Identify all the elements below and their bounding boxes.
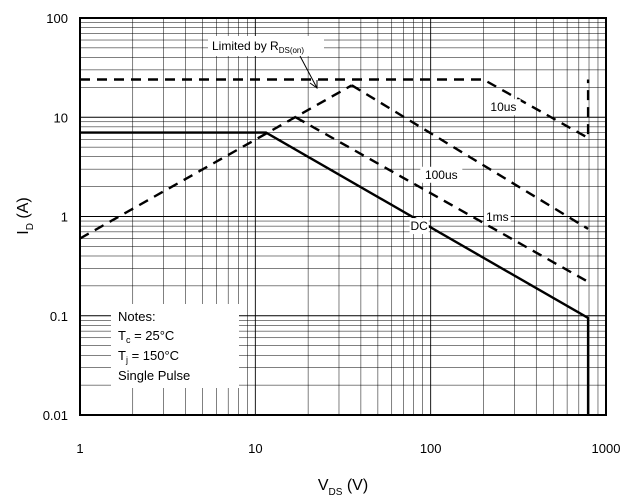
- x-axis-title-sub: DS: [328, 487, 342, 498]
- y-axis-title-main: I: [15, 230, 32, 234]
- grid-lines: [80, 18, 606, 415]
- curve-label-bg-1ms: [483, 209, 511, 226]
- curve-label-10us: 10us: [490, 100, 516, 114]
- y-tick-label: 10: [54, 110, 68, 125]
- limit-label-background: [208, 36, 324, 56]
- curve-label-bg-100us: [420, 166, 463, 183]
- limit-label-main: Limited by R: [212, 39, 279, 53]
- curve-label-100us: 100us: [425, 168, 458, 182]
- y-axis-title: ID (A): [15, 197, 36, 234]
- series-line-100us: [351, 84, 589, 230]
- x-tick-label: 1: [76, 441, 83, 456]
- tick-labels: 1 10 100 1000 0.01 0.1 1 10 100: [43, 11, 621, 456]
- x-tick-label: 10: [248, 441, 262, 456]
- plot-area-frame: [79, 17, 607, 416]
- x-axis-title-unit: (V): [342, 477, 368, 494]
- series-line-10us: [80, 78, 590, 140]
- series-line-limited-by-rds-on: [79, 84, 353, 240]
- notes-box: Notes: Tc = 25°C Tj = 150°C Single Pulse: [111, 304, 239, 388]
- x-axis-title: VDS (V): [318, 477, 368, 498]
- x-axis-title-main: V: [318, 477, 329, 494]
- curve-label-bg-10us: [486, 99, 521, 116]
- y-tick-label: 1: [61, 210, 68, 225]
- limit-label-sub: DS(on): [279, 46, 305, 55]
- limit-label-arrow: [299, 55, 318, 89]
- y-axis-title-unit: (A): [15, 197, 32, 223]
- x-tick-label: 1000: [592, 441, 621, 456]
- notes-line-tj-rest: = 150°C: [128, 348, 179, 363]
- series-line-1ms: [295, 116, 589, 283]
- notes-title: Notes:: [118, 309, 156, 324]
- curve-label-dc: DC: [411, 219, 429, 233]
- y-tick-label: 0.1: [50, 309, 68, 324]
- curve-labels: 10us 100us 1ms DC: [409, 99, 521, 235]
- notes-line-tj-main: T: [118, 348, 126, 363]
- curve-label-bg-dc: [409, 218, 429, 235]
- notes-line-tc-rest: = 25°C: [130, 328, 174, 343]
- notes-line-tj-sub: j: [125, 355, 128, 365]
- curve-label-1ms: 1ms: [486, 210, 509, 224]
- y-tick-label: 0.01: [43, 408, 68, 423]
- notes-line-tc-sub: c: [126, 335, 131, 345]
- notes-line-tc-main: T: [118, 328, 126, 343]
- y-axis-title-sub: D: [25, 223, 36, 230]
- notes-line-pulse: Single Pulse: [118, 368, 190, 383]
- limit-label: Limited by RDS(on): [212, 39, 304, 55]
- notes-line-tc: Tc = 25°C: [118, 328, 174, 345]
- y-tick-label: 100: [46, 11, 68, 26]
- x-tick-label: 100: [420, 441, 442, 456]
- notes-line-tj: Tj = 150°C: [118, 348, 179, 365]
- notes-box-background: [111, 304, 239, 388]
